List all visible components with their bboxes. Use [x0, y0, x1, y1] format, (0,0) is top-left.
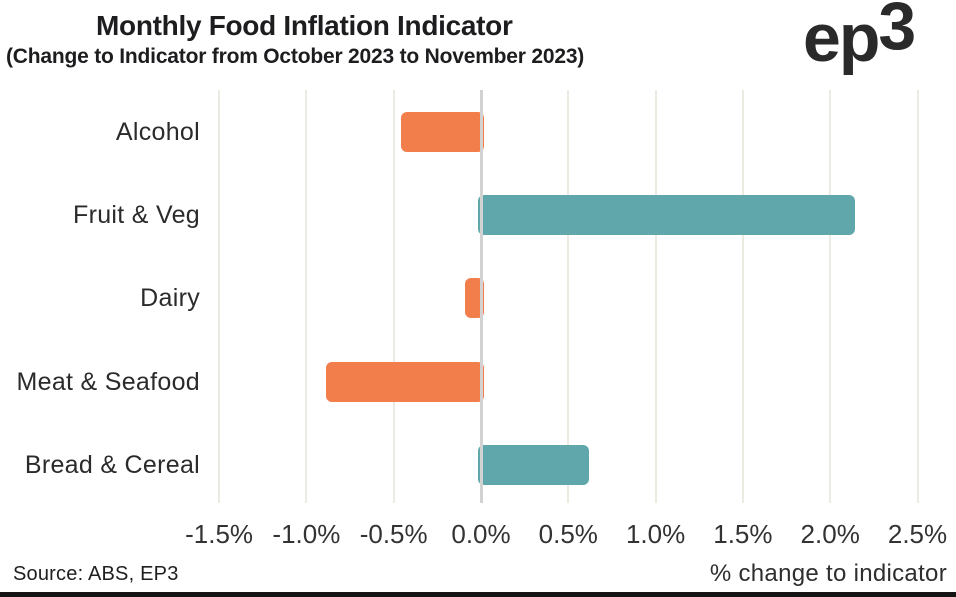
gridline	[654, 90, 657, 503]
bar-alcohol	[400, 111, 484, 152]
gridline	[392, 90, 395, 503]
gridline	[741, 90, 744, 503]
x-tick-label: -1.5%	[185, 519, 254, 549]
bar-bread-cereal	[478, 445, 590, 485]
bar-meat-seafood	[325, 361, 484, 402]
bar-dairy	[465, 278, 484, 319]
category-label: Meat & Seafood	[16, 367, 200, 396]
category-label: Bread & Cereal	[24, 451, 200, 479]
chart-subtitle: (Change to Indicator from October 2023 t…	[6, 45, 585, 68]
chart-title: Monthly Food Inflation Indicator	[96, 10, 513, 41]
x-tick-label: 0.5%	[538, 519, 598, 549]
gridline	[829, 90, 832, 503]
x-tick-label: 2.0%	[800, 519, 860, 549]
category-label: Alcohol	[115, 117, 200, 146]
x-tick-label: 2.5%	[887, 519, 948, 549]
x-tick-label: 1.0%	[625, 519, 686, 549]
x-tick-label: 1.5%	[713, 519, 773, 549]
x-tick-label: -1.0%	[272, 519, 341, 549]
x-tick-label: 0.0%	[451, 519, 511, 549]
bottom-rule	[0, 592, 956, 597]
logo-text-main: ep	[803, 0, 880, 76]
x-tick-label: -0.5%	[359, 519, 428, 549]
x-axis-title: % change to indicator	[709, 560, 947, 587]
ep3-logo: ep 3	[803, 0, 916, 76]
logo-text-sup: 3	[878, 0, 916, 64]
gridline	[305, 90, 308, 503]
zero-gridline	[480, 90, 483, 503]
bar-fruit-veg	[478, 195, 855, 236]
gridline	[567, 90, 570, 503]
category-label: Fruit & Veg	[73, 201, 200, 230]
gridline	[916, 90, 919, 503]
gridline	[218, 90, 221, 503]
category-label: Dairy	[140, 284, 200, 313]
source-note: Source: ABS, EP3	[13, 563, 179, 585]
